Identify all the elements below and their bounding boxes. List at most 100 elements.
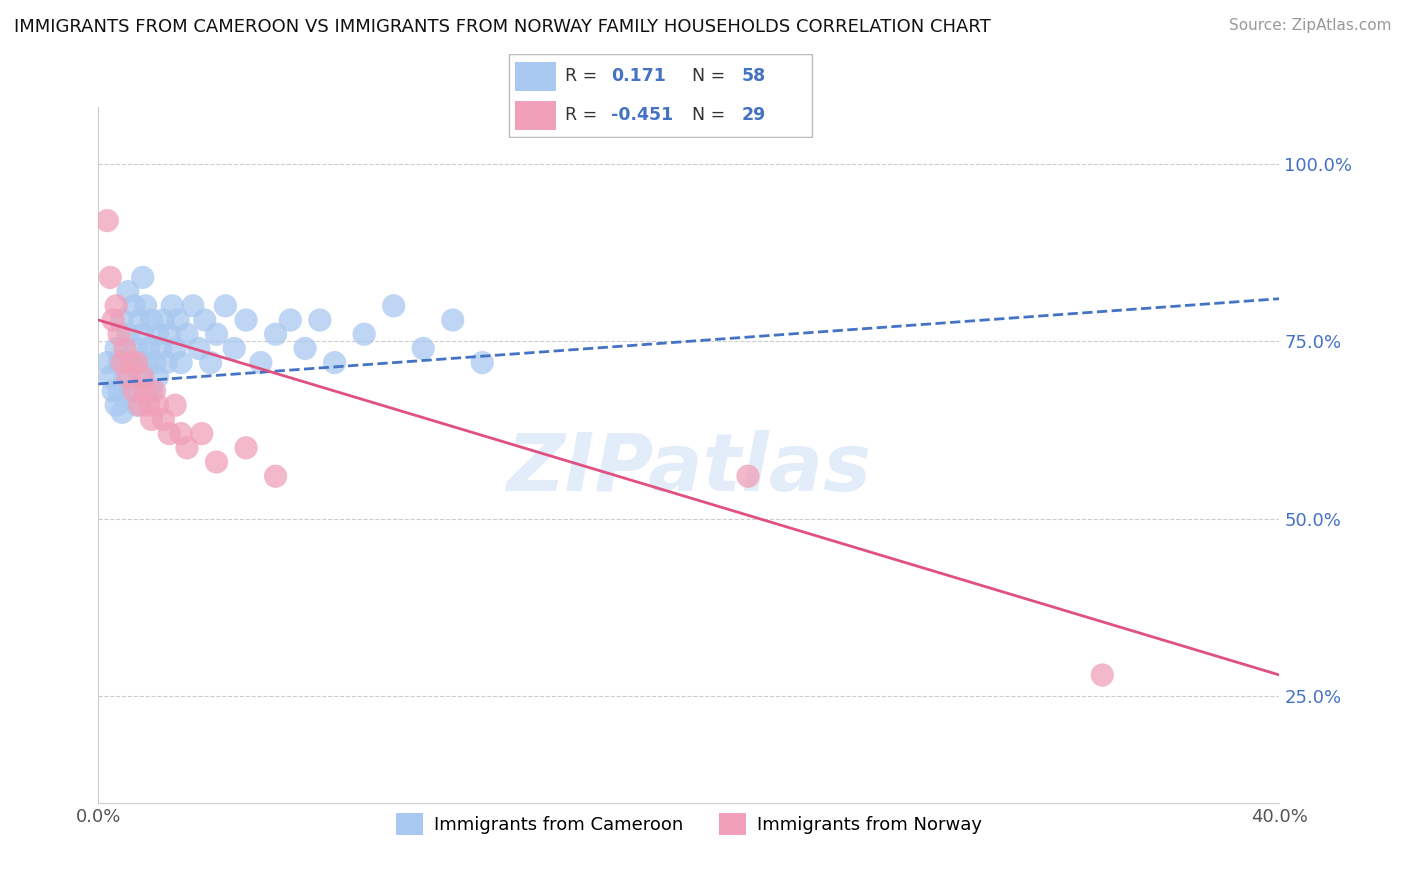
Point [737, 469, 759, 483]
Point [128, 398, 150, 412]
FancyBboxPatch shape [509, 54, 813, 137]
Point [122, 384, 145, 398]
Point [235, 441, 257, 455]
Point [122, 299, 145, 313]
Point [132, 270, 155, 285]
Point [382, 299, 405, 313]
Text: R =: R = [565, 68, 603, 86]
Point [176, 441, 198, 455]
Point [264, 327, 287, 342]
Point [141, 412, 163, 426]
Point [117, 369, 139, 384]
Point [111, 405, 134, 419]
Point [162, 299, 183, 313]
Point [146, 327, 169, 342]
Point [152, 412, 174, 426]
Text: 58: 58 [741, 68, 765, 86]
Point [152, 313, 174, 327]
Text: R =: R = [565, 106, 603, 124]
Point [143, 384, 166, 398]
Point [96, 213, 118, 227]
Point [191, 426, 214, 441]
Point [103, 313, 125, 327]
Point [170, 356, 193, 370]
Point [205, 327, 228, 342]
Point [108, 327, 131, 342]
Point [264, 469, 287, 483]
Text: IMMIGRANTS FROM CAMEROON VS IMMIGRANTS FROM NORWAY FAMILY HOUSEHOLDS CORRELATION: IMMIGRANTS FROM CAMEROON VS IMMIGRANTS F… [14, 18, 991, 36]
FancyBboxPatch shape [516, 62, 555, 91]
Point [114, 342, 136, 356]
Point [155, 356, 177, 370]
Point [441, 313, 464, 327]
Point [141, 384, 163, 398]
Point [143, 356, 166, 370]
Point [117, 327, 139, 342]
Point [105, 299, 128, 313]
Point [224, 342, 246, 356]
Point [157, 426, 180, 441]
Point [323, 356, 346, 370]
Point [200, 356, 222, 370]
Text: 0.171: 0.171 [612, 68, 666, 86]
Point [125, 356, 148, 370]
Point [205, 455, 228, 469]
FancyBboxPatch shape [516, 101, 555, 130]
Point [309, 313, 332, 327]
Text: ZIPatlas: ZIPatlas [506, 430, 872, 508]
Point [167, 313, 190, 327]
Point [111, 356, 134, 370]
Point [135, 356, 157, 370]
Point [135, 384, 157, 398]
Point [111, 313, 134, 327]
Point [353, 327, 375, 342]
Point [98, 369, 121, 384]
Point [146, 398, 169, 412]
Point [120, 384, 142, 398]
Point [138, 342, 160, 356]
Point [98, 270, 121, 285]
Point [122, 356, 145, 370]
Point [105, 398, 128, 412]
Point [235, 313, 257, 327]
Point [165, 342, 187, 356]
Point [125, 398, 148, 412]
Point [105, 342, 128, 356]
Text: -0.451: -0.451 [612, 106, 673, 124]
Point [135, 299, 157, 313]
Point [117, 285, 139, 299]
Point [214, 299, 236, 313]
Point [250, 356, 273, 370]
Legend: Immigrants from Cameroon, Immigrants from Norway: Immigrants from Cameroon, Immigrants fro… [388, 806, 990, 842]
Point [176, 327, 198, 342]
Point [181, 299, 204, 313]
Point [1091, 668, 1114, 682]
Point [471, 356, 494, 370]
Point [96, 356, 118, 370]
Point [170, 426, 193, 441]
Point [132, 327, 155, 342]
Point [125, 342, 148, 356]
Point [149, 342, 172, 356]
Point [128, 313, 150, 327]
Point [146, 369, 169, 384]
Point [187, 342, 209, 356]
Point [141, 313, 163, 327]
Point [138, 398, 160, 412]
Text: 29: 29 [741, 106, 765, 124]
Point [108, 384, 131, 398]
Text: Source: ZipAtlas.com: Source: ZipAtlas.com [1229, 18, 1392, 33]
Point [412, 342, 434, 356]
Point [103, 384, 125, 398]
Point [120, 356, 142, 370]
Point [132, 369, 155, 384]
Point [128, 369, 150, 384]
Point [165, 398, 187, 412]
Text: N =: N = [692, 68, 731, 86]
Point [108, 356, 131, 370]
Text: N =: N = [692, 106, 731, 124]
Point [157, 327, 180, 342]
Point [194, 313, 217, 327]
Point [294, 342, 316, 356]
Point [120, 356, 142, 370]
